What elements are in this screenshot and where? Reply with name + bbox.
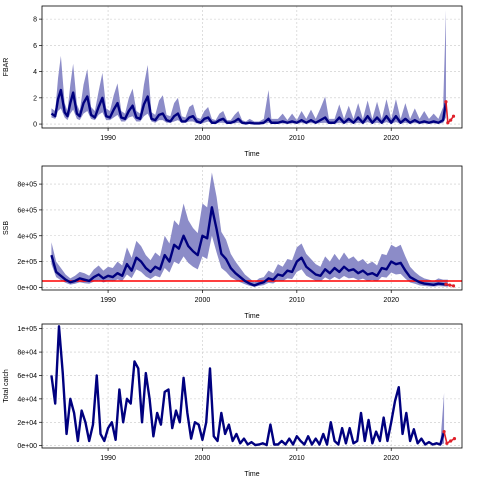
chart-1-y-axis-title: FBAR (3, 58, 10, 77)
chart-3-projection-line (443, 431, 455, 445)
chart-2-y-tick-label: 6e+05 (17, 207, 37, 214)
chart-3-x-tick-label: 1990 (100, 455, 116, 462)
chart-1-x-tick-label: 2010 (289, 135, 305, 142)
chart-1-projection-point (444, 100, 448, 104)
chart-2-y-axis-title: SSB (3, 221, 10, 235)
chart-2-x-tick-label: 2000 (195, 297, 211, 304)
chart-2-y-tick-label: 2e+05 (17, 259, 37, 266)
chart-2-x-axis-title: Time (244, 313, 259, 320)
chart-1-x-tick-label: 2000 (195, 135, 211, 142)
chart-3-projection-point (449, 439, 453, 443)
chart-2-y-tick-label: 8e+05 (17, 182, 37, 189)
chart-3-y-tick-label: 6e+04 (17, 373, 37, 380)
chart-1-y-tick-label: 8 (33, 17, 37, 24)
chart-2-median-line (50, 206, 449, 287)
chart-3-x-axis-title: Time (244, 471, 259, 478)
chart-3-projection-point (452, 437, 457, 441)
chart-2-panel: 1990 2000 2010 2020 0e+00 2e+05 4e+05 6e+05 8e+0… (3, 165, 463, 320)
chart-1-x-axis-title: Time (244, 151, 259, 158)
chart-2-x-tick-label: 1990 (100, 297, 116, 304)
chart-1-projection-point (451, 114, 456, 118)
chart-1-y-tick-label: 0 (33, 122, 37, 129)
chart-3-plot-frame (41, 323, 463, 449)
chart-1-plot-frame (41, 5, 463, 129)
chart-3-y-tick-label: 0e+00 (17, 443, 37, 450)
chart-1-panel: 1990 2000 2010 2020 0 2 4 6 8 Time FBAR (3, 5, 463, 158)
chart-3-x-tick-label: 2000 (195, 455, 211, 462)
chart-2-projection-point (444, 282, 448, 286)
chart-3-y-axis-title: Total catch (3, 369, 10, 403)
chart-3-y-tick-label: 2e+04 (17, 420, 37, 427)
chart-1-x-tick-label: 1990 (100, 135, 116, 142)
chart-3-x-tick-label: 2010 (289, 455, 305, 462)
chart-3-projection-point (445, 441, 449, 445)
chart-2-projection-point (451, 284, 456, 288)
chart-2-y-tick-label: 0e+00 (17, 285, 37, 292)
chart-2-x-tick-label: 2010 (289, 297, 305, 304)
chart-1-y-tick-label: 2 (33, 95, 37, 102)
chart-1-uncertainty-band (51, 9, 446, 124)
chart-1-projection-line (445, 101, 455, 125)
chart-2-plot-frame (41, 165, 463, 291)
chart-3-panel: 1990 2000 2010 2020 0e+00 2e+04 4e+04 6e+04 8e+0… (3, 323, 463, 478)
chart-3-x-tick-label: 2020 (383, 455, 399, 462)
chart-3-median-line (50, 325, 446, 447)
chart-1-x-tick-label: 2020 (383, 135, 399, 142)
chart-2-y-tick-label: 4e+05 (17, 233, 37, 240)
chart-3-y-tick-label: 8e+04 (17, 350, 37, 357)
chart-1-median-line (50, 88, 448, 125)
chart-3-y-tick-label: 4e+04 (17, 396, 37, 403)
chart-1-projection-point (446, 121, 450, 125)
chart-1-y-tick-label: 4 (33, 69, 37, 76)
chart-2-projection-point (448, 283, 452, 287)
chart-1-y-tick-label: 6 (33, 43, 37, 50)
chart-2-x-tick-label: 2020 (383, 297, 399, 304)
chart-2-uncertainty-band (51, 172, 448, 287)
chart-1-projection-point (449, 118, 453, 122)
chart-3-projection-point (442, 430, 446, 434)
chart-3-y-tick-label: 1e+05 (17, 326, 37, 333)
